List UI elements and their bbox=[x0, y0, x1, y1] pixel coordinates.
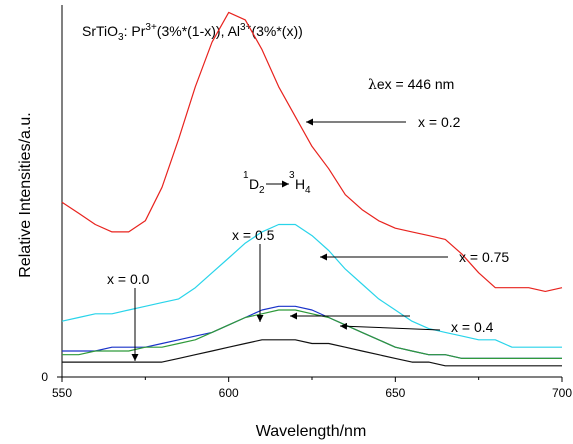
annotation-label: x = 0.0 bbox=[107, 271, 150, 287]
series-line-1 bbox=[61, 223, 562, 348]
annotation-x-0-5: x = 0.5 bbox=[232, 227, 275, 322]
svg-text:3: 3 bbox=[289, 170, 295, 181]
series-line-0 bbox=[61, 11, 563, 292]
series-group bbox=[61, 11, 563, 367]
svg-text:H: H bbox=[295, 176, 305, 192]
series-line-3 bbox=[62, 309, 562, 359]
x-axis-label: Wavelength/nm bbox=[256, 423, 367, 440]
annotation-label: x = 0.75 bbox=[459, 249, 509, 265]
x-ticks: 550 600 650 700 bbox=[52, 376, 572, 400]
annotation-x-0-2: x = 0.2 bbox=[306, 114, 461, 130]
annotation-label: x = 0.5 bbox=[232, 227, 275, 243]
svg-text:2: 2 bbox=[259, 185, 265, 196]
annotation-label: x = 0.4 bbox=[451, 319, 494, 335]
svg-text:D: D bbox=[249, 176, 259, 192]
annotation-arrow bbox=[339, 322, 441, 331]
y-axis-label: Relative Intensities/a.u. bbox=[17, 112, 34, 277]
x-tick-label-700: 700 bbox=[552, 386, 572, 400]
excitation-label: λex = 446 nm bbox=[368, 76, 454, 93]
transition-label: 1 D 2 3 H 4 bbox=[243, 170, 311, 196]
svg-text:1: 1 bbox=[243, 170, 249, 181]
x-tick-label-600: 600 bbox=[219, 386, 239, 400]
annotation-x-0-4: x = 0.4 bbox=[290, 312, 494, 335]
chart-title: SrTiO3: Pr3+(3%*(1-x)), Al3+(3%*(x)) bbox=[82, 22, 303, 43]
annotation-x-0-75: x = 0.75 bbox=[320, 249, 509, 265]
annotation-label: x = 0.2 bbox=[418, 114, 461, 130]
svg-text:4: 4 bbox=[305, 185, 311, 196]
y-tick-label-0: 0 bbox=[41, 370, 48, 384]
x-tick-label-650: 650 bbox=[385, 386, 405, 400]
annotation-x-0-0: x = 0.0 bbox=[107, 271, 150, 361]
series-line-4 bbox=[62, 339, 562, 367]
x-tick-label-550: 550 bbox=[52, 386, 72, 400]
